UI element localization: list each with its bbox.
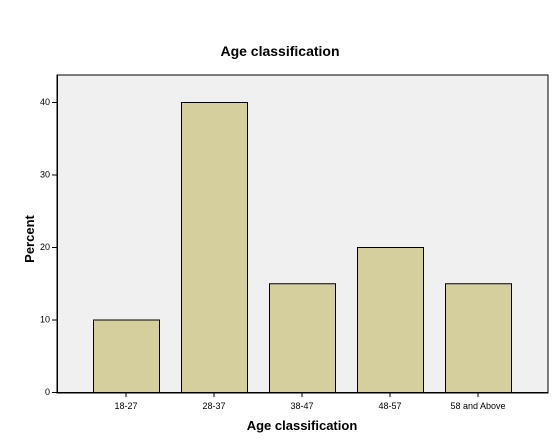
x-tick-label: 18-27 bbox=[114, 401, 137, 411]
x-tick-label: 38-47 bbox=[290, 401, 313, 411]
bars-group bbox=[93, 102, 512, 393]
bar-48-57 bbox=[357, 247, 424, 393]
bar-58-and-above bbox=[445, 283, 512, 393]
y-tick-label: 10 bbox=[40, 315, 50, 325]
y-tick-label: 40 bbox=[40, 97, 50, 107]
y-axis-ticks: 0 10 20 30 40 bbox=[40, 97, 57, 397]
bar-28-37 bbox=[181, 102, 248, 393]
y-axis-title: Percent bbox=[22, 214, 37, 262]
bar-38-47 bbox=[269, 283, 336, 393]
x-axis-ticks: 18-27 28-37 38-47 48-57 58 and Above bbox=[114, 392, 506, 411]
x-tick-label: 48-57 bbox=[378, 401, 401, 411]
y-tick-label: 0 bbox=[45, 387, 50, 397]
x-axis-title: Age classification bbox=[247, 418, 358, 433]
y-tick-label: 20 bbox=[40, 242, 50, 252]
bar-18-27 bbox=[93, 319, 160, 393]
x-tick-label: 28-37 bbox=[202, 401, 225, 411]
chart-title: Age classification bbox=[220, 43, 339, 59]
x-tick-label: 58 and Above bbox=[450, 401, 505, 411]
y-tick-label: 30 bbox=[40, 170, 50, 180]
